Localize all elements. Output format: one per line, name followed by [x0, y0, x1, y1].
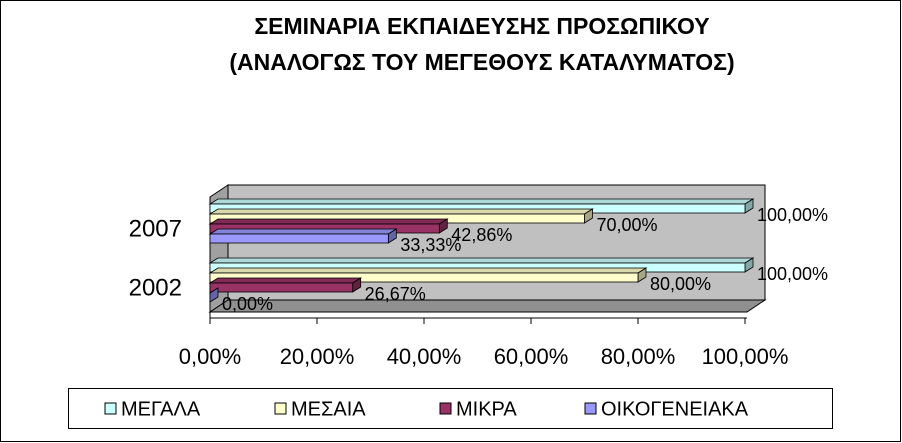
data-label: 42,86%: [451, 225, 512, 245]
bar: [209, 272, 639, 283]
legend-label: ΜΕΣΑΙΑ: [291, 398, 366, 420]
bar-top: [208, 208, 594, 215]
bar-top: [208, 267, 648, 274]
bar-top: [208, 228, 398, 235]
bar: [209, 233, 389, 244]
bar-top: [208, 277, 363, 284]
legend-label: ΜΙΚΡΑ: [456, 398, 517, 420]
legend-label: ΜΕΓΑΛΑ: [121, 398, 201, 420]
data-label: 0,00%: [222, 294, 273, 314]
x-tick-label: 80,00%: [601, 344, 676, 369]
data-label: 80,00%: [650, 274, 711, 294]
legend-marker: [439, 402, 452, 415]
bar-top: [208, 257, 755, 264]
legend-label: ΟΙΚΟΓΕΝΕΙΑΚΑ: [601, 398, 749, 420]
x-tick-label: 0,00%: [179, 344, 241, 369]
data-label: 33,33%: [400, 235, 461, 255]
x-tick-label: 60,00%: [494, 344, 569, 369]
x-tick-label: 100,00%: [702, 344, 789, 369]
legend-marker: [584, 402, 597, 415]
data-label: 100,00%: [757, 205, 828, 225]
chart-subtitle: (ΑΝΑΛΟΓΩΣ ΤΟΥ ΜΕΓΕΘΟΥΣ ΚΑΤΑΛΥΜΑΤΟΣ): [229, 49, 734, 75]
data-label: 26,67%: [365, 284, 426, 304]
data-label: 100,00%: [757, 264, 828, 284]
bar-top: [208, 198, 755, 205]
x-tick-label: 20,00%: [280, 344, 355, 369]
y-tick-label: 2007: [129, 215, 182, 242]
legend-marker: [274, 402, 287, 415]
y-tick-label: 2002: [129, 274, 182, 301]
chart-title: ΣΕΜΙΝΑΡΙΑ ΕΚΠΑΙΔΕΥΣΗΣ ΠΡΟΣΩΠΙΚΟΥ: [254, 13, 709, 39]
x-tick-label: 40,00%: [387, 344, 462, 369]
bar-top: [208, 218, 449, 225]
floor: [208, 299, 767, 313]
data-label: 70,00%: [597, 215, 658, 235]
bar-side: [209, 287, 219, 303]
bar: [209, 282, 354, 293]
legend-marker: [104, 402, 117, 415]
